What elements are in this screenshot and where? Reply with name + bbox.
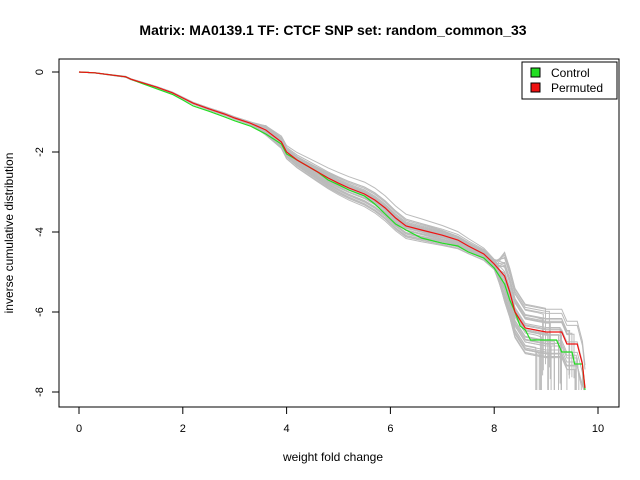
y-tick-label: -2 — [34, 147, 46, 157]
x-tick-label: 8 — [491, 423, 497, 435]
legend-swatch-control — [530, 67, 541, 78]
series-control-line — [78, 71, 586, 391]
y-axis: 0 -2 -4 -6 -8 — [34, 69, 60, 397]
y-tick-label: 0 — [34, 69, 46, 75]
legend: Control Permuted — [521, 61, 618, 100]
x-tick-label: 2 — [180, 423, 186, 435]
x-tick-label: 0 — [76, 423, 82, 435]
legend-label-permuted: Permuted — [551, 81, 603, 95]
x-axis-label: weight fold change — [282, 450, 383, 464]
x-tick-label: 6 — [387, 423, 393, 435]
legend-label-control: Control — [551, 66, 590, 80]
series-group — [78, 71, 586, 391]
y-tick-label: -4 — [34, 227, 46, 237]
x-tick-label: 4 — [284, 423, 290, 435]
x-axis: 0 2 4 6 8 10 — [76, 406, 604, 435]
legend-swatch-permuted — [530, 82, 541, 93]
y-axis-label: inverse cumulative distribution — [2, 153, 16, 314]
y-tick-label: -8 — [34, 387, 46, 397]
chart-title: Matrix: MA0139.1 TF: CTCF SNP set: rando… — [139, 22, 526, 38]
y-tick-label: -6 — [34, 307, 46, 317]
x-tick-label: 10 — [592, 423, 604, 435]
series-permuted-line — [78, 71, 586, 389]
